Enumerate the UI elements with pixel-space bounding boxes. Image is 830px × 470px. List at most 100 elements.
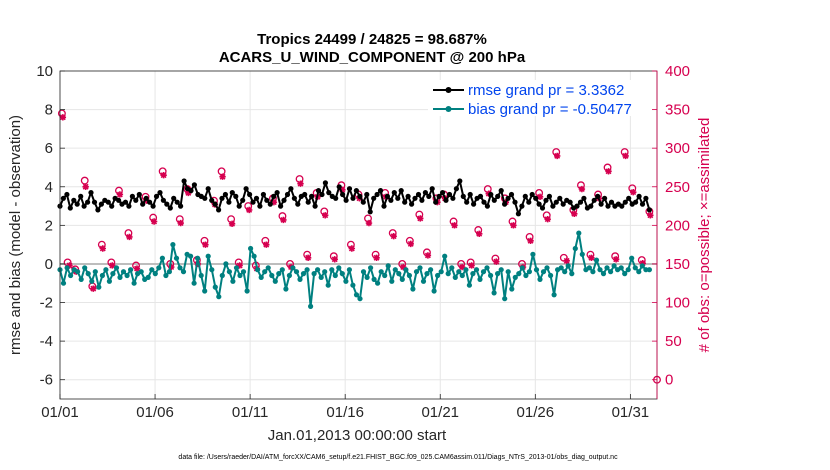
bias-marker (569, 271, 575, 277)
rmse-marker (529, 191, 535, 198)
bias-marker (255, 267, 261, 273)
y-tick-label-left: 8 (45, 102, 53, 119)
x-tick-label: 01/21 (421, 404, 459, 421)
bias-marker (519, 265, 525, 271)
bias-marker (269, 272, 275, 279)
bias-marker (530, 251, 536, 257)
obs-assimilated-marker (133, 265, 141, 272)
bias-marker (576, 230, 582, 236)
rmse-marker (560, 201, 566, 207)
rmse-marker (605, 203, 611, 209)
rmse-marker (553, 199, 559, 205)
obs-assimilated-marker (417, 215, 424, 222)
bias-marker (558, 265, 564, 271)
rmse-marker (409, 201, 415, 207)
bias-marker (103, 267, 109, 273)
rmse-marker (226, 199, 232, 205)
bias-marker (336, 265, 342, 271)
bias-marker (343, 278, 349, 284)
obs-assimilated-marker (544, 215, 551, 223)
obs-assimilated-marker (510, 222, 517, 229)
rmse-marker (309, 193, 315, 199)
rmse-marker (436, 193, 442, 199)
rmse-marker (247, 191, 253, 198)
rmse-marker (484, 203, 490, 209)
bias-marker (368, 265, 374, 271)
obs-possible-marker (217, 167, 226, 176)
bias-marker (276, 271, 282, 277)
rmse-marker (147, 199, 153, 205)
bias-marker (99, 272, 105, 279)
rmse-marker (302, 191, 308, 198)
rmse-marker (395, 195, 401, 201)
rmse-marker (550, 203, 556, 209)
legend-rmse-marker (445, 87, 452, 93)
obs-assimilated-marker (605, 168, 612, 175)
legend: rmse grand pr = 3.3362 bias grand pr = -… (428, 80, 652, 118)
rmse-marker (350, 195, 356, 201)
obs-assimilated-marker (630, 188, 637, 196)
obs-assimilated-marker (365, 219, 373, 227)
bias-marker (138, 269, 144, 275)
obs-assimilated-marker (150, 218, 158, 225)
rmse-marker (140, 201, 146, 207)
rmse-marker (136, 191, 142, 198)
bias-marker (593, 257, 600, 263)
obs-assimilated-marker (468, 262, 475, 269)
y-tick-label-right: 0 (665, 372, 673, 389)
bias-marker (625, 267, 631, 273)
x-tick-label: 01/31 (612, 404, 650, 421)
rmse-marker (205, 186, 211, 192)
bias-marker (505, 269, 511, 275)
bias-marker (413, 269, 420, 275)
rmse-marker (539, 205, 546, 211)
rmse-marker (88, 190, 94, 196)
rmse-marker (557, 195, 563, 201)
rmse-marker (264, 197, 270, 203)
bias-marker (646, 267, 653, 273)
rmse-marker (67, 205, 73, 211)
rmse-marker (267, 201, 273, 207)
rmse-marker (340, 191, 346, 198)
bias-marker (526, 269, 533, 275)
bias-marker (442, 253, 448, 259)
bias-marker (590, 269, 596, 275)
bias-marker (540, 269, 547, 275)
rmse-marker (433, 199, 439, 205)
obs-assimilated-marker (219, 173, 226, 180)
rmse-marker (371, 195, 377, 201)
y-tick-label-left: -6 (40, 372, 53, 389)
bias-marker (449, 265, 455, 271)
bias-marker (315, 267, 321, 273)
bias-marker (385, 263, 391, 269)
rmse-marker (250, 199, 256, 205)
bias-marker (286, 272, 292, 279)
rmse-marker (498, 188, 504, 194)
bias-marker (551, 292, 557, 298)
bias-marker (392, 267, 398, 273)
bias-marker (85, 271, 91, 277)
rmse-marker (78, 193, 84, 199)
y-axis-label-left: rmse and bias (model - observation) (7, 115, 24, 355)
obs-assimilated-marker (571, 210, 578, 217)
bias-marker (533, 267, 540, 273)
rmse-marker (133, 197, 139, 203)
y-tick-label-right: 150 (665, 256, 690, 273)
bias-marker (68, 272, 74, 279)
obs-assimilated-marker (476, 230, 483, 238)
rmse-marker (460, 193, 466, 199)
rmse-marker (577, 199, 584, 205)
bias-marker (78, 276, 84, 282)
bias-marker (226, 269, 232, 275)
bias-marker (360, 269, 367, 275)
rmse-marker (446, 191, 453, 198)
bias-marker (230, 278, 236, 284)
bias-marker (417, 265, 423, 271)
rmse-marker (546, 193, 553, 199)
obs-assimilated-marker (622, 152, 629, 160)
bias-marker (495, 271, 501, 277)
rmse-marker (74, 201, 80, 207)
rmse-marker (567, 199, 573, 205)
bias-marker (632, 265, 638, 271)
rmse-marker (381, 203, 387, 209)
